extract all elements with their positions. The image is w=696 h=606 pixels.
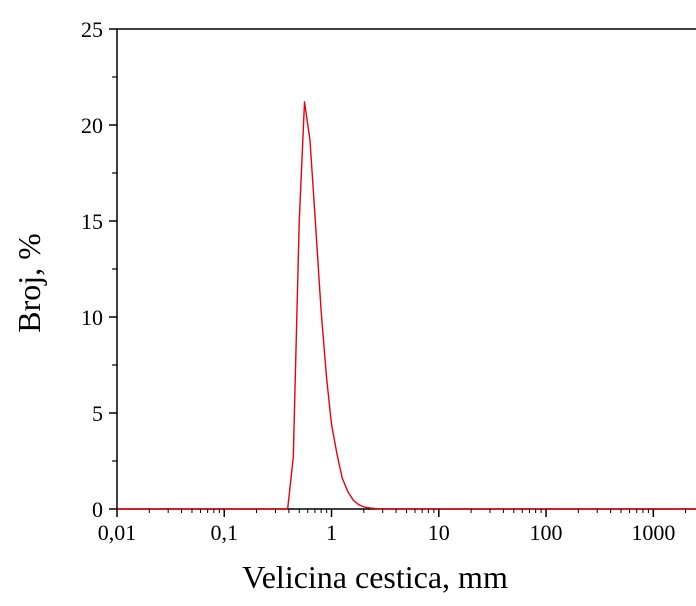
x-tick-label: 0,01 (98, 520, 137, 545)
x-tick-label: 1 (326, 520, 337, 545)
y-tick-label: 15 (81, 209, 103, 234)
series-line (117, 101, 696, 510)
x-tick-label: 1000 (631, 520, 675, 545)
y-tick-label: 5 (92, 401, 103, 426)
plot-frame (116, 28, 696, 510)
y-axis-title: Broj, % (11, 233, 47, 333)
x-tick-label: 10 (428, 520, 450, 545)
x-axis-title: Velicina cestica, mm (242, 559, 508, 595)
x-axis-ticks: 0,01 0,1 1 10 100 1000 (98, 509, 687, 545)
x-tick-label: 0,1 (211, 520, 239, 545)
x-tick-label: 100 (530, 520, 563, 545)
y-tick-label: 25 (81, 17, 103, 42)
y-axis-ticks: 0 5 10 15 20 25 (81, 17, 117, 522)
y-tick-label: 0 (92, 497, 103, 522)
data-series (117, 101, 696, 510)
y-tick-label: 20 (81, 113, 103, 138)
y-tick-label: 10 (81, 305, 103, 330)
